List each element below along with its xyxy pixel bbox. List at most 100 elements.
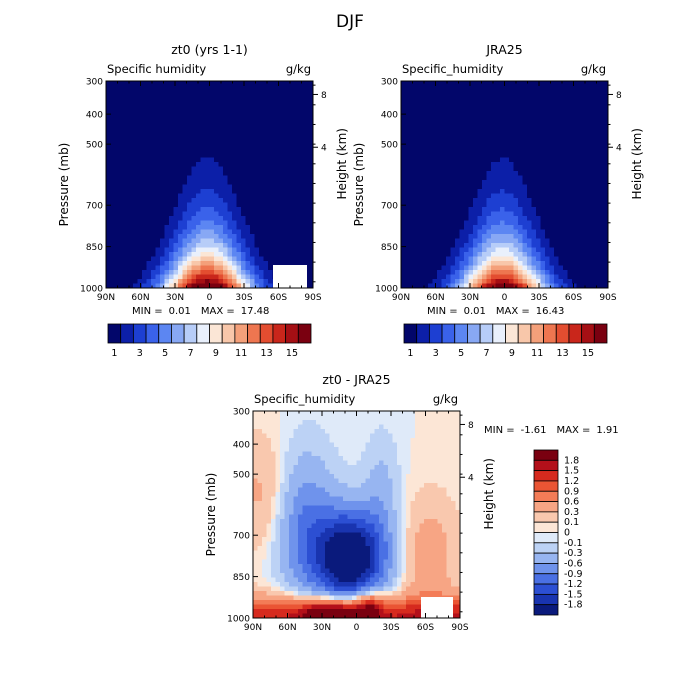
field-cell (290, 166, 296, 172)
field-cell (272, 90, 278, 96)
field-cell (227, 117, 233, 123)
field-cell (590, 130, 596, 136)
field-cell (405, 229, 411, 235)
field-cell (423, 283, 429, 288)
field-cell (590, 265, 596, 271)
field-cell (304, 135, 310, 141)
field-cell (531, 166, 537, 172)
field-cell (146, 198, 152, 204)
field-cell (241, 198, 247, 204)
field-cell (266, 438, 272, 444)
field-cell (241, 234, 247, 240)
field-cell (590, 229, 596, 235)
field-cell (110, 279, 116, 285)
field-cell (286, 162, 292, 168)
field-cell (263, 243, 269, 249)
field-cell (513, 189, 519, 195)
field-cell (218, 193, 224, 199)
field-cell (151, 126, 157, 132)
field-cell (527, 81, 533, 87)
field-cell (182, 274, 188, 280)
field-cell (603, 112, 608, 118)
field-cell (209, 112, 215, 118)
field-cell (200, 270, 206, 276)
field-cell (271, 415, 277, 421)
field-cell (272, 198, 278, 204)
field-cell (468, 117, 474, 123)
field-cell (308, 175, 313, 181)
field-cell (169, 171, 175, 177)
colorbar-label: 11 (235, 348, 247, 359)
field-cell (277, 81, 283, 87)
field-cell (119, 216, 125, 222)
field-cell (308, 180, 313, 186)
field-cell (518, 211, 524, 217)
field-cell (187, 85, 193, 91)
field-cell (477, 126, 483, 132)
field-cell (581, 270, 587, 276)
field-cell (540, 171, 546, 177)
field-cell (419, 225, 425, 231)
field-cell (415, 438, 421, 444)
field-cell (196, 121, 202, 127)
field-cell (599, 81, 605, 87)
field-cell (151, 94, 157, 100)
field-cell (428, 433, 434, 439)
field-cell (266, 433, 272, 439)
field-cell (236, 247, 242, 253)
field-cell (576, 121, 582, 127)
field-cell (451, 424, 457, 430)
field-cell (200, 99, 206, 105)
field-cell (477, 135, 483, 141)
field-cell (182, 225, 188, 231)
field-cell (245, 247, 251, 253)
field-cell (603, 243, 608, 249)
field-cell (464, 211, 470, 217)
field-cell (164, 148, 170, 154)
field-cell (133, 229, 139, 235)
field-cell (491, 202, 497, 208)
field-cell (423, 135, 429, 141)
field-cell (441, 144, 447, 150)
field-cell (459, 99, 465, 105)
field-cell (254, 157, 260, 163)
field-cell (603, 162, 608, 168)
field-cell (191, 180, 197, 186)
field-cell (504, 126, 510, 132)
field-cell (187, 202, 193, 208)
field-cell (594, 144, 600, 150)
field-cell (504, 157, 510, 163)
field-cell (482, 238, 488, 244)
field-cell (509, 103, 515, 109)
field-cell (446, 157, 452, 163)
field-cell (482, 207, 488, 213)
field-cell (272, 130, 278, 136)
field-cell (263, 189, 269, 195)
field-cell (320, 424, 326, 430)
field-cell (128, 85, 134, 91)
field-cell (401, 220, 407, 226)
field-cell (504, 90, 510, 96)
field-cell (295, 135, 301, 141)
field-cell (428, 112, 434, 118)
field-cell (257, 460, 263, 466)
field-cell (254, 261, 260, 267)
field-cell (428, 162, 434, 168)
field-cell (178, 256, 184, 262)
field-cell (241, 153, 247, 159)
field-cell (266, 460, 272, 466)
field-cell (415, 433, 421, 439)
field-cell (374, 451, 380, 457)
field-cell (218, 139, 224, 145)
field-cell (558, 198, 564, 204)
field-cell (441, 279, 447, 285)
field-cell (599, 265, 605, 271)
field-cell (545, 202, 551, 208)
field-cell (281, 85, 287, 91)
field-cell (124, 283, 130, 288)
field-cell (304, 216, 310, 222)
field-cell (428, 211, 434, 217)
field-cell (419, 162, 425, 168)
field-cell (263, 157, 269, 163)
field-cell (196, 238, 202, 244)
